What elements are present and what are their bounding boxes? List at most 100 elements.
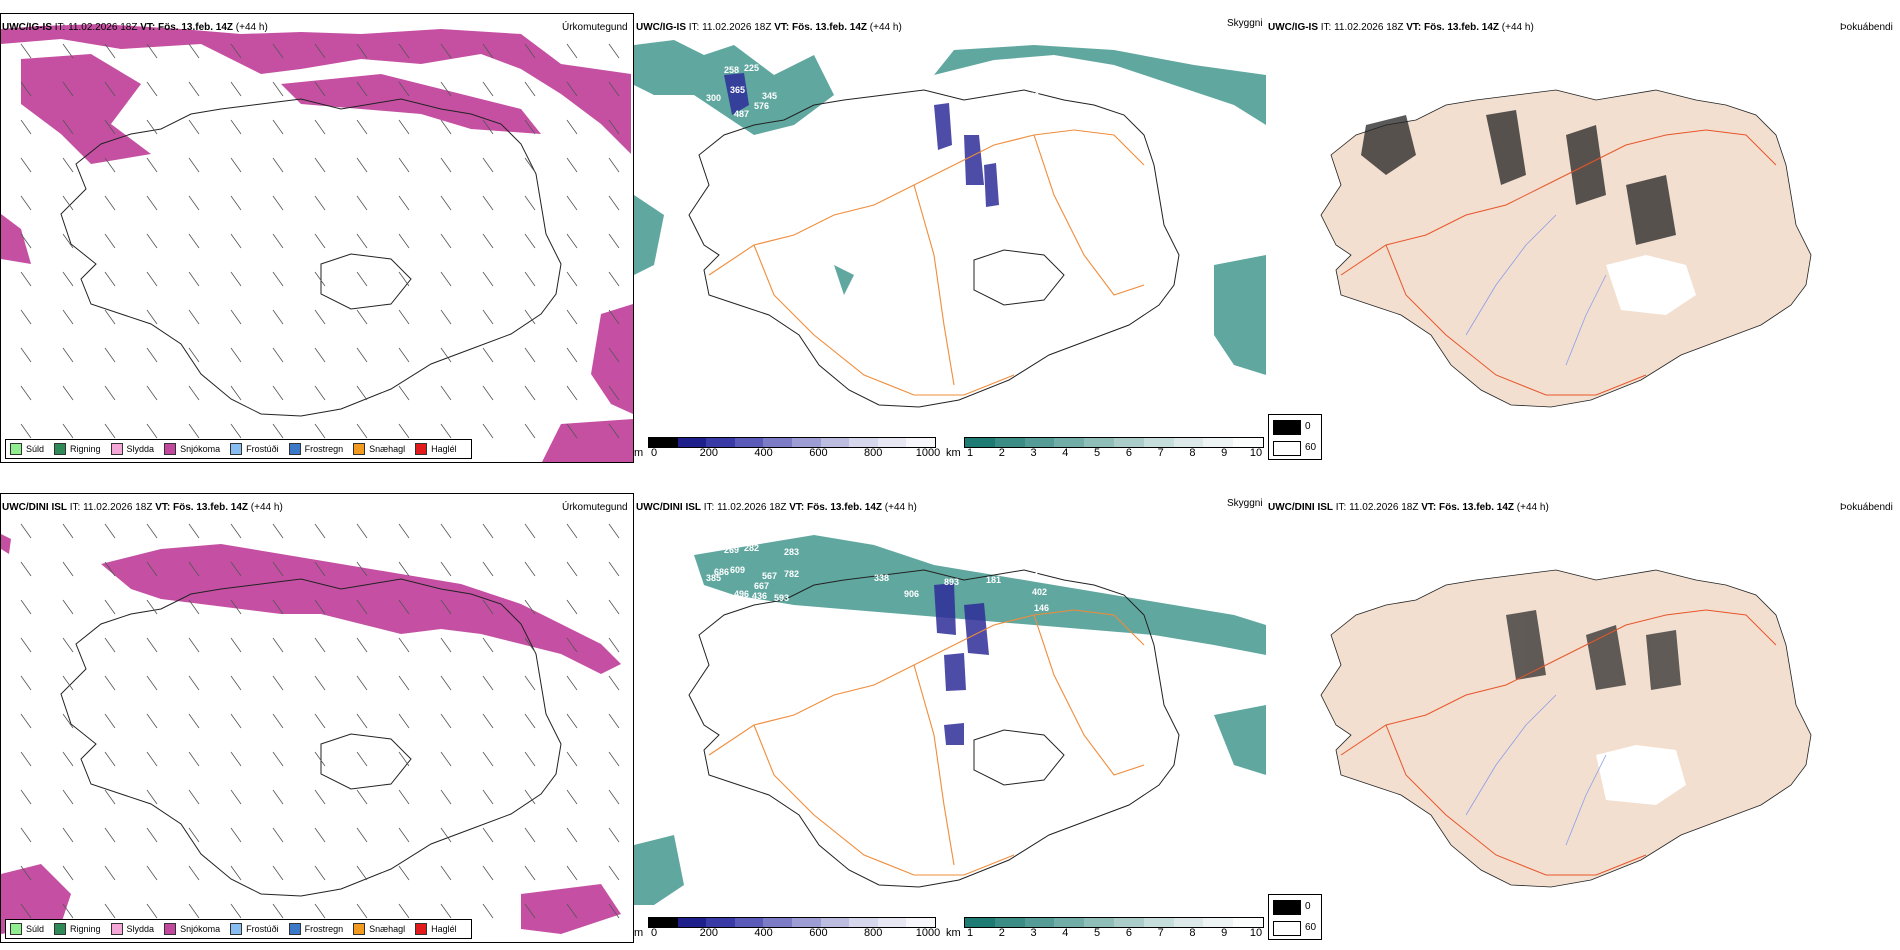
fog-swatch-low	[1273, 900, 1301, 915]
wind-barb	[20, 119, 32, 135]
wind-barb	[188, 385, 200, 401]
wind-barb	[272, 309, 284, 325]
wind-barb	[566, 309, 578, 325]
wind-barb	[230, 195, 242, 211]
legend-item: Haglél	[415, 923, 457, 935]
ceiling-label: 593	[774, 593, 789, 603]
wind-barb	[482, 271, 494, 287]
wind-barb	[272, 43, 284, 59]
fog-index-shading	[1361, 110, 1676, 245]
legend-swatch	[288, 443, 301, 455]
lead-time: (+44 h)	[1499, 22, 1534, 33]
ceiling-label: 357	[1034, 123, 1049, 133]
wind-barb	[20, 523, 32, 539]
colorbar-cell	[1024, 438, 1055, 447]
wind-barb	[356, 423, 368, 439]
wind-barb	[524, 523, 536, 539]
wind-barb	[566, 713, 578, 729]
colorbar-tick-label: 600	[809, 447, 828, 459]
valid-time-label: VT:	[140, 22, 156, 33]
wind-barb	[566, 195, 578, 211]
legend-swatch	[110, 443, 123, 455]
wind-barb	[230, 233, 242, 249]
wind-barb	[20, 43, 32, 59]
wind-barb	[398, 81, 410, 97]
fog-map-row1	[1320, 89, 1812, 408]
ceiling-label: 338	[934, 75, 949, 85]
valid-time-label: VT:	[1421, 502, 1437, 513]
wind-barb	[146, 675, 158, 691]
wind-barb	[146, 81, 158, 97]
wind-barb	[62, 827, 74, 843]
wind-barb	[272, 637, 284, 653]
wind-barb	[566, 347, 578, 363]
colorbar-cell	[763, 438, 792, 447]
wind-barb	[440, 865, 452, 881]
visibility-colorbar	[964, 917, 1264, 928]
wind-barb	[104, 713, 116, 729]
wind-barb	[272, 713, 284, 729]
wind-barb	[272, 751, 284, 767]
ceiling-label: 338	[874, 573, 889, 583]
legend-label: Slydda	[126, 924, 155, 934]
wind-barb	[482, 713, 494, 729]
wind-barb	[188, 157, 200, 173]
legend-item: Frostúði	[230, 923, 279, 935]
colorbar-cell	[965, 438, 995, 447]
ceiling-label: 269	[724, 545, 739, 555]
legend-label: Snæhagl	[369, 444, 406, 454]
wind-barb	[356, 43, 368, 59]
wind-barb	[314, 789, 326, 805]
wind-barb	[566, 903, 578, 919]
wind-barb	[104, 385, 116, 401]
wind-barb	[608, 233, 620, 249]
colorbar-cell	[734, 918, 764, 927]
wind-barb	[356, 385, 368, 401]
wind-barb	[188, 43, 200, 59]
wind-barb	[314, 523, 326, 539]
legend-item: Rigning	[54, 443, 101, 455]
colorbar-tick-label: 7	[1157, 447, 1164, 459]
wind-barb	[146, 751, 158, 767]
fog-swatch-low	[1273, 420, 1301, 435]
wind-barb	[440, 195, 452, 211]
visibility-panel-row1: 258 225 300 365 345 487 576 338 631 550 776 572 357	[634, 35, 1266, 435]
valid-time: Fös. 13.feb. 14Z	[170, 502, 249, 513]
legend-label: Haglél	[431, 924, 457, 934]
fog-title: Þokuábendi	[1840, 22, 1893, 33]
wind-barb	[230, 827, 242, 843]
wind-barb	[104, 423, 116, 439]
init-time: IT: 11.02.2026 18Z	[52, 22, 141, 33]
wind-barb	[20, 81, 32, 97]
wind-barb	[146, 271, 158, 287]
legend-item: Snjókoma	[164, 923, 220, 935]
wind-barb	[62, 751, 74, 767]
colorbar-cell	[677, 438, 707, 447]
wind-barb	[272, 423, 284, 439]
visibility-colorbar-row2: km 1 2 3 4 5 6 7 8 9 10	[946, 917, 1264, 945]
wind-barb	[356, 903, 368, 919]
valid-time: Fös. 13.feb. 14Z	[155, 22, 234, 33]
wind-barb	[356, 599, 368, 615]
wind-barb	[608, 789, 620, 805]
panel-header: UWC/DINI ISL IT: 11.02.2026 18Z VT: Fös.…	[1268, 502, 1549, 513]
fog-label-high: 60	[1305, 442, 1317, 453]
colorbar-tick-label: 3	[1030, 447, 1037, 459]
wind-barb	[62, 43, 74, 59]
init-time: IT: 11.02.2026 18Z	[1333, 502, 1422, 513]
wind-barb	[146, 637, 158, 653]
ceiling-label: 776	[1024, 91, 1039, 101]
wind-barb	[272, 195, 284, 211]
wind-barb	[272, 675, 284, 691]
wind-barb	[146, 789, 158, 805]
valid-time: Fös. 13.feb. 14Z	[804, 502, 883, 513]
wind-barb	[398, 713, 410, 729]
colorbar-cell	[877, 918, 907, 927]
legend-label: Snæhagl	[369, 924, 406, 934]
colorbar-tick-label: 6	[1125, 927, 1132, 939]
wind-barb	[146, 195, 158, 211]
colorbar-tick-label: 600	[809, 927, 828, 939]
wind-barb	[398, 43, 410, 59]
wind-barb	[104, 309, 116, 325]
wind-barb	[104, 637, 116, 653]
